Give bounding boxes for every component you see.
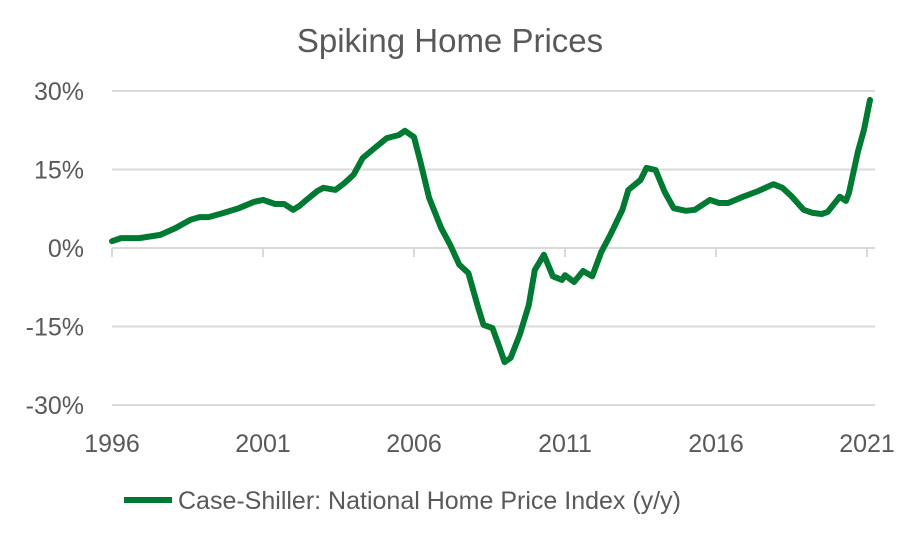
x-tick-label: 2001 bbox=[235, 430, 291, 458]
y-tick-label: 30% bbox=[34, 78, 84, 106]
x-tick-label: 2021 bbox=[839, 430, 895, 458]
y-tick-label: -15% bbox=[26, 314, 84, 342]
y-tick-label: 0% bbox=[48, 235, 84, 263]
x-tick-label: 2016 bbox=[688, 430, 744, 458]
chart-title: Spiking Home Prices bbox=[297, 22, 603, 59]
x-tick-label: 1996 bbox=[84, 430, 140, 458]
y-tick-label: 15% bbox=[34, 157, 84, 185]
x-tick-label: 2011 bbox=[538, 430, 592, 458]
y-tick-label: -30% bbox=[26, 392, 84, 420]
legend-label: Case-Shiller: National Home Price Index … bbox=[178, 487, 681, 515]
legend: Case-Shiller: National Home Price Index … bbox=[124, 487, 681, 515]
x-tick-label: 2006 bbox=[386, 430, 442, 458]
series-line bbox=[109, 96, 873, 366]
